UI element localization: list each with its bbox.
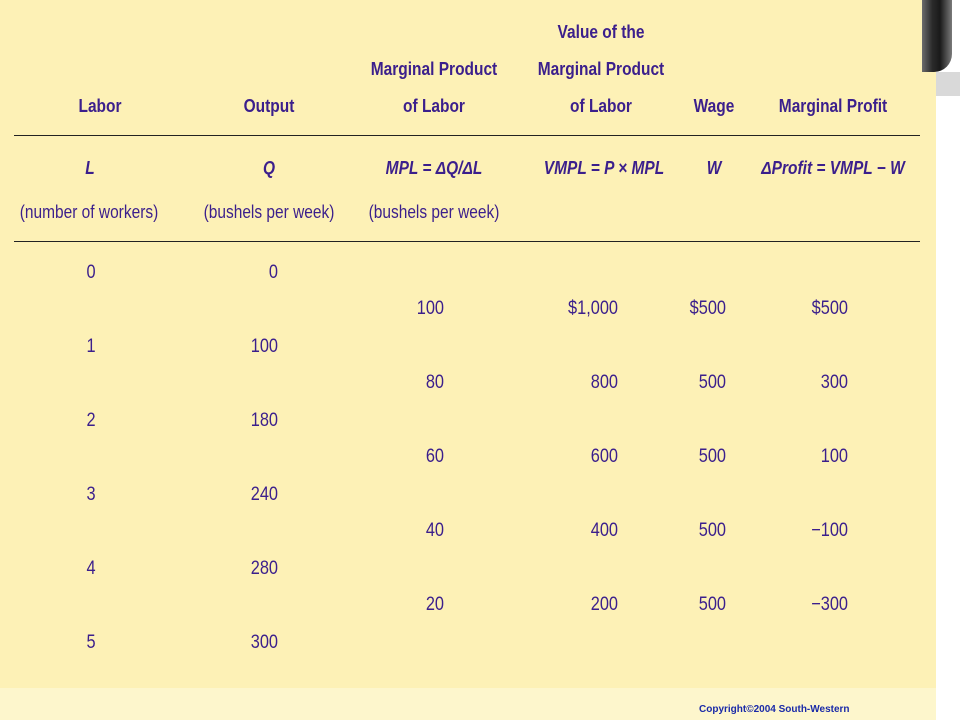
output-value: 280	[250, 558, 278, 579]
symbol-mpl: MPL = ΔQ/ΔL	[385, 158, 483, 178]
corner-decoration-shadow	[936, 72, 960, 96]
wage-value: 500	[698, 446, 726, 467]
header-output: Output	[243, 96, 295, 116]
corner-decoration	[922, 0, 952, 72]
output-value: 240	[250, 484, 278, 505]
labor-table: Labor Output Marginal Product of Labor V…	[14, 0, 920, 688]
copyright-notice: Copyright©2004 South-Western	[699, 704, 850, 715]
symbol-labor: L	[85, 158, 95, 178]
mpl-value: 60	[425, 446, 444, 467]
right-margin	[936, 0, 960, 720]
labor-value: 1	[86, 336, 96, 357]
vmpl-value: 600	[590, 446, 618, 467]
marginal-profit-value: $500	[811, 298, 848, 319]
vmpl-value: 200	[590, 594, 618, 615]
vmpl-value: 800	[590, 372, 618, 393]
header-labor: Labor	[78, 96, 122, 116]
labor-value: 2	[86, 410, 96, 431]
symbol-vmpl: VMPL = P × MPL	[543, 158, 665, 178]
wage-value: $500	[689, 298, 726, 319]
mpl-value: 20	[425, 594, 444, 615]
output-value: 0	[268, 262, 278, 283]
footer-band	[0, 688, 960, 720]
mpl-value: 40	[425, 520, 444, 541]
mpl-value: 80	[425, 372, 444, 393]
labor-value: 4	[86, 558, 96, 579]
marginal-profit-value: 300	[820, 372, 848, 393]
labor-value: 5	[86, 632, 96, 653]
header-marginal-profit: Marginal Profit	[778, 96, 888, 116]
vmpl-value: $1,000	[568, 298, 618, 319]
output-value: 180	[250, 410, 278, 431]
output-value: 100	[250, 336, 278, 357]
output-value: 300	[250, 632, 278, 653]
mpl-value: 100	[416, 298, 444, 319]
labor-value: 3	[86, 484, 96, 505]
header-rule-top	[14, 135, 920, 136]
labor-value: 0	[86, 262, 96, 283]
header-wage: Wage	[693, 96, 735, 116]
symbol-output: Q	[262, 158, 276, 178]
header-vmpl: Value of the Marginal Product of Labor	[537, 22, 665, 116]
unit-mpl: (bushels per week)	[368, 202, 500, 222]
symbol-marginal-profit: ΔProfit = VMPL − W	[761, 158, 905, 178]
header-rule-bottom	[14, 241, 920, 242]
unit-output: (bushels per week)	[203, 202, 335, 222]
symbol-wage: W	[706, 158, 722, 178]
marginal-profit-value: −300	[811, 594, 848, 615]
header-mpl: Marginal Product of Labor	[370, 59, 498, 116]
wage-value: 500	[698, 594, 726, 615]
wage-value: 500	[698, 520, 726, 541]
vmpl-value: 400	[590, 520, 618, 541]
marginal-profit-value: −100	[811, 520, 848, 541]
marginal-profit-value: 100	[820, 446, 848, 467]
wage-value: 500	[698, 372, 726, 393]
unit-labor: (number of workers)	[19, 202, 159, 222]
